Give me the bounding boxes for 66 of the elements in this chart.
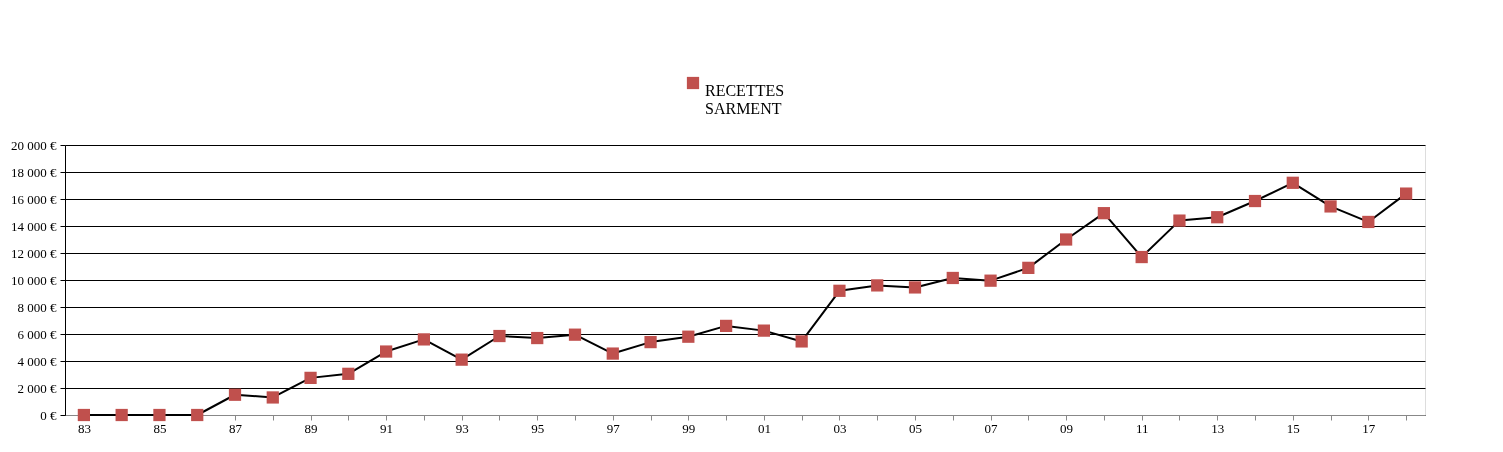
x-tick-label: 95: [531, 420, 545, 436]
legend-label: RECETTES SARMENT: [705, 82, 785, 117]
y-tick-label: 10 000 €: [11, 272, 57, 288]
y-tick-label: 4 000 €: [17, 353, 57, 369]
y-tick-label: 6 000 €: [17, 326, 57, 342]
x-tick-label: 99: [682, 420, 696, 436]
point: [795, 335, 808, 348]
point: [1135, 250, 1148, 264]
point: [1324, 200, 1337, 213]
point: [1059, 233, 1073, 246]
point: [1399, 187, 1413, 200]
point: [191, 408, 204, 422]
point: [908, 281, 922, 294]
point: [833, 284, 846, 297]
y-tick-label: 8 000 €: [17, 299, 57, 315]
y-tick-label: 12 000 €: [11, 245, 57, 261]
point: [946, 271, 959, 285]
point: [606, 347, 619, 360]
x-tick-label: 11: [1135, 420, 1149, 436]
point: [417, 333, 431, 346]
point: [1248, 194, 1262, 208]
y-tick-label: 14 000 €: [11, 218, 57, 234]
x-tick-label: 97: [606, 420, 621, 436]
y-tick-label: 2 000 €: [17, 380, 57, 396]
point: [342, 367, 355, 380]
point: [1173, 214, 1186, 227]
x-tick-label: 09: [1060, 420, 1074, 436]
x-tick-label: 07: [984, 420, 999, 436]
x-tick-label: 93: [455, 420, 469, 436]
point: [304, 371, 317, 384]
x-tick-label: 85: [153, 420, 167, 436]
point: [871, 279, 884, 292]
x-tick-label: 05: [909, 420, 922, 436]
point: [1097, 207, 1111, 220]
y-tick-label: 18 000 €: [11, 164, 57, 180]
point: [682, 330, 695, 343]
point: [153, 408, 166, 422]
point: [1286, 176, 1299, 189]
point: [455, 353, 468, 366]
point: [379, 345, 393, 358]
point: [531, 331, 544, 345]
y-tick-label: 20 000 €: [11, 137, 57, 153]
y-tick-label: 16 000 €: [11, 191, 57, 207]
point: [1211, 211, 1224, 224]
point: [493, 329, 506, 343]
x-tick-label: 91: [380, 420, 394, 436]
x-tick-label: 87: [229, 420, 243, 436]
point: [1022, 261, 1035, 274]
point: [77, 408, 91, 422]
x-tick-label: 83: [77, 420, 91, 436]
x-tick-label: 03: [833, 420, 847, 436]
x-tick-label: 13: [1211, 420, 1225, 436]
point: [115, 408, 128, 422]
x-tick-label: 01: [757, 420, 771, 436]
point: [1362, 215, 1375, 229]
point: [719, 319, 733, 333]
x-tick-label: 89: [304, 420, 318, 436]
x-tick-label: 17: [1362, 420, 1376, 436]
point: [984, 274, 997, 287]
x-tick-label: 15: [1286, 420, 1300, 436]
point: [228, 388, 242, 401]
point: [757, 324, 771, 337]
y-tick-label: 0 €: [40, 407, 57, 423]
point: [644, 335, 657, 349]
point: [568, 328, 582, 341]
point: [266, 391, 279, 404]
